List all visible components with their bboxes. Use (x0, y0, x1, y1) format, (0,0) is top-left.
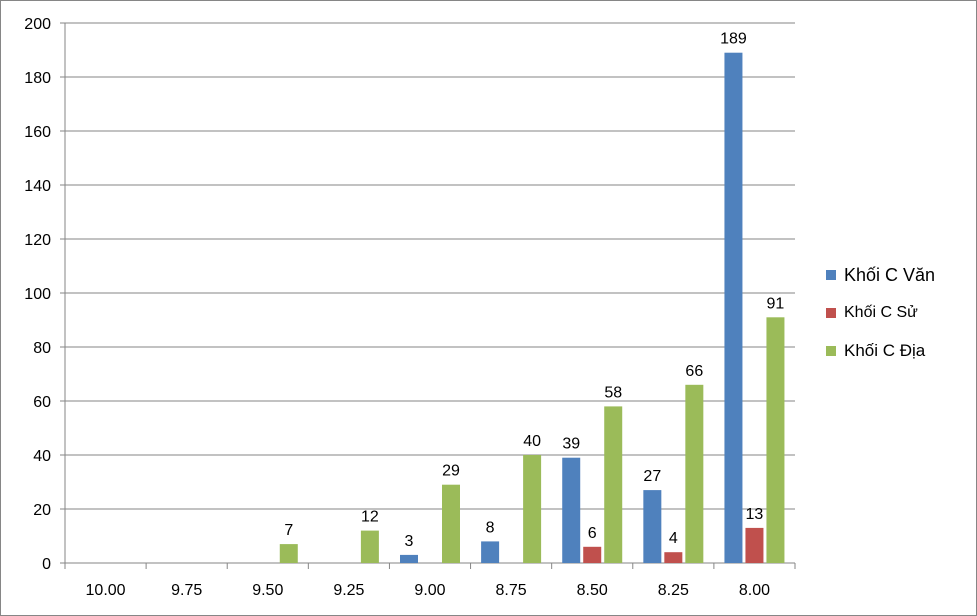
data-label: 7 (284, 522, 293, 539)
data-label: 6 (588, 525, 597, 542)
bar (745, 527, 764, 563)
x-tick-label: 8.00 (739, 582, 770, 599)
legend-label-dia: Khối C Địa (844, 341, 926, 360)
bar (360, 530, 379, 563)
data-label: 12 (361, 509, 379, 526)
x-tick-label: 10.00 (86, 582, 126, 599)
y-tick-label: 200 (24, 16, 51, 33)
bar (685, 384, 704, 563)
y-tick-label: 20 (33, 502, 51, 519)
x-tick-label: 9.00 (414, 582, 445, 599)
legend-item-dia: Khối C Địa (826, 332, 976, 370)
x-tick-label: 8.50 (577, 582, 608, 599)
bar (583, 546, 602, 563)
data-label: 40 (523, 433, 541, 450)
legend-item-van: Khối C Văn (826, 256, 976, 294)
bar (604, 406, 623, 563)
x-tick-label: 9.25 (333, 582, 364, 599)
y-tick-label: 120 (24, 232, 51, 249)
legend-swatch-van (826, 270, 836, 280)
legend-item-su: Khối C Sử (826, 294, 976, 332)
bar (766, 317, 785, 563)
bar (481, 541, 500, 563)
legend-label-van: Khối C Văn (844, 264, 936, 285)
data-label: 189 (720, 31, 747, 48)
data-label: 8 (486, 519, 495, 536)
x-tick-label: 8.75 (496, 582, 527, 599)
bar (400, 554, 418, 563)
bar (523, 455, 542, 563)
bar (724, 52, 743, 563)
y-tick-label: 40 (33, 448, 51, 465)
data-label: 27 (643, 468, 661, 485)
data-label: 4 (669, 530, 678, 547)
y-tick-label: 180 (24, 70, 51, 87)
legend-swatch-su (826, 308, 836, 318)
data-label: 29 (442, 463, 460, 480)
data-label: 39 (562, 436, 580, 453)
data-label: 91 (767, 295, 785, 312)
y-tick-label: 100 (24, 286, 51, 303)
y-tick-label: 80 (33, 340, 51, 357)
legend: Khối C Văn Khối C Sử Khối C Địa (826, 256, 976, 370)
data-label: 58 (604, 384, 622, 401)
bar (562, 457, 581, 563)
data-label: 13 (746, 506, 764, 523)
bar (664, 552, 683, 563)
x-tick-label: 9.75 (171, 582, 202, 599)
bar (279, 544, 298, 563)
legend-label-su: Khối C Sử (844, 304, 918, 321)
data-label: 66 (685, 363, 703, 380)
y-tick-label: 140 (24, 178, 51, 195)
data-label: 3 (405, 533, 414, 550)
bar (643, 490, 662, 563)
bar (442, 484, 460, 563)
y-tick-label: 60 (33, 394, 51, 411)
y-tick-label: 160 (24, 124, 51, 141)
x-tick-label: 8.25 (658, 582, 689, 599)
legend-swatch-dia (826, 346, 836, 356)
y-tick-label: 0 (42, 556, 51, 573)
x-tick-label: 9.50 (252, 582, 283, 599)
